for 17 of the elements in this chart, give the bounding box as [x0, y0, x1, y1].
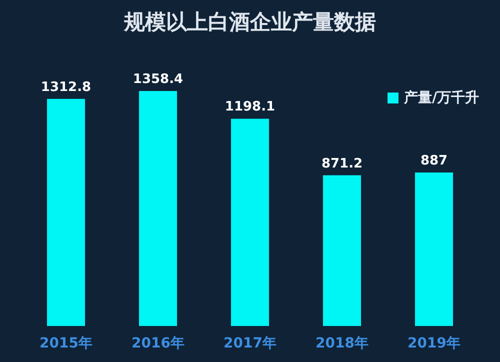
data-label: 1312.8 [40, 80, 92, 95]
x-tick-label: 2015年 [40, 336, 92, 352]
x-tick-label: 2016年 [132, 336, 184, 352]
data-label: 1358.4 [132, 72, 184, 87]
bar [415, 172, 453, 326]
bar [47, 98, 85, 326]
data-label: 887 [420, 154, 448, 169]
legend-label: 产量/万千升 [403, 89, 480, 106]
chart-title: 规模以上白酒企业产量数据 [123, 10, 376, 34]
data-label: 1198.1 [224, 100, 276, 115]
x-tick-label: 2019年 [408, 336, 460, 352]
x-tick-label: 2018年 [316, 336, 368, 352]
x-tick-label: 2017年 [224, 336, 276, 352]
bar [323, 175, 361, 326]
data-label: 871.2 [321, 156, 363, 172]
bar [139, 91, 177, 326]
bar [231, 118, 269, 326]
